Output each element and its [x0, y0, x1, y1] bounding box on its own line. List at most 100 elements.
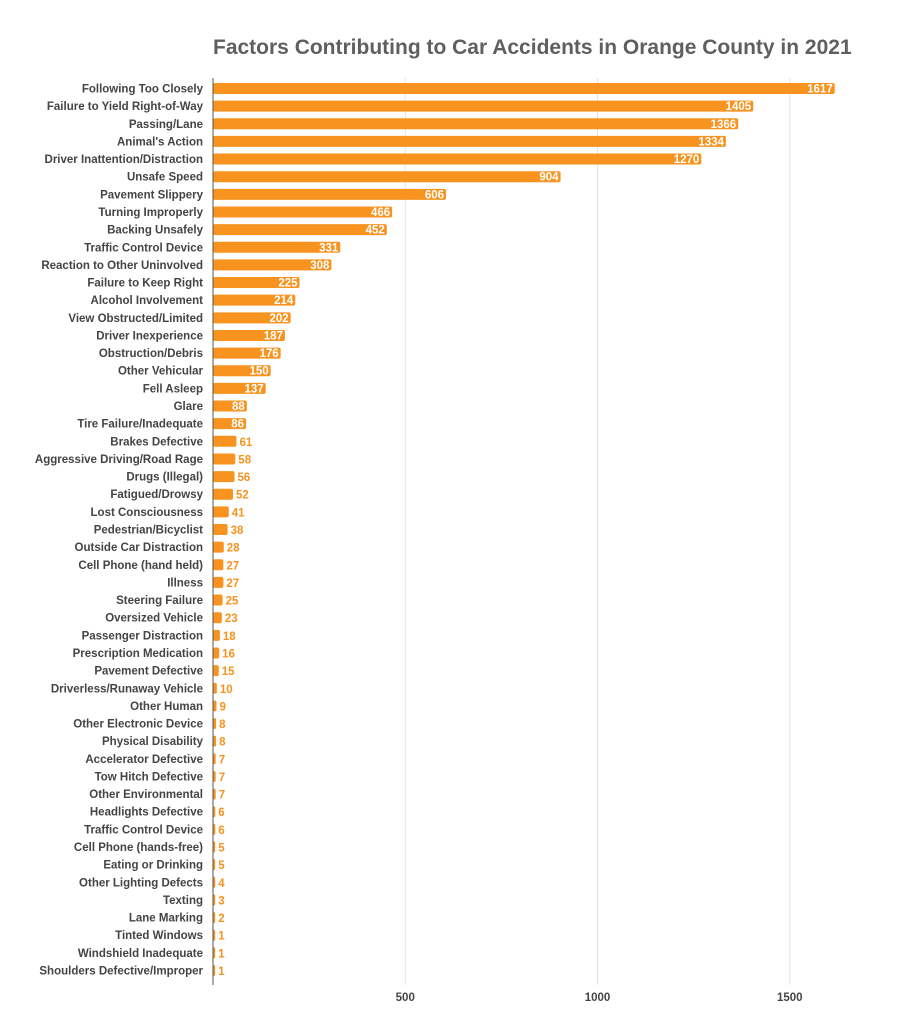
bar	[213, 700, 217, 712]
bar	[213, 929, 216, 941]
category-label: Traffic Control Device	[84, 824, 203, 836]
value-label: 308	[310, 260, 330, 272]
category-label: Other Environmental	[89, 789, 203, 801]
bar	[213, 594, 223, 606]
category-label: Texting	[163, 895, 203, 907]
value-label: 606	[425, 189, 444, 201]
value-label: 18	[223, 631, 236, 643]
category-label: Alcohol Involvement	[91, 295, 204, 307]
value-label: 38	[231, 525, 244, 537]
category-label: Fell Asleep	[143, 383, 203, 395]
bar	[213, 488, 233, 500]
category-label: Headlights Defective	[90, 807, 203, 819]
value-label: 8	[219, 719, 226, 731]
value-label: 137	[244, 383, 263, 395]
category-label: Lane Marking	[129, 913, 203, 925]
category-label: Driverless/Runaway Vehicle	[51, 683, 203, 695]
bar	[213, 471, 235, 483]
value-label: 5	[218, 843, 225, 855]
bar	[213, 823, 216, 835]
category-label: Brakes Defective	[110, 436, 203, 448]
value-label: 904	[539, 172, 559, 184]
bar	[213, 188, 447, 200]
category-label: Physical Disability	[102, 736, 204, 748]
value-label: 16	[222, 648, 235, 660]
category-label: Illness	[167, 577, 203, 589]
value-label: 7	[219, 754, 225, 766]
bar	[213, 382, 266, 394]
category-label: Steering Failure	[116, 595, 203, 607]
category-label: Pedestrian/Bicyclist	[94, 525, 203, 537]
value-label: 1405	[726, 101, 752, 113]
bar	[213, 841, 216, 853]
bar	[213, 347, 281, 359]
category-label: Prescription Medication	[73, 648, 203, 660]
value-label: 466	[371, 207, 390, 219]
bar	[213, 294, 296, 306]
category-label: Tow Hitch Defective	[95, 771, 203, 783]
bar	[213, 947, 216, 959]
value-label: 1334	[698, 136, 724, 148]
value-label: 176	[259, 348, 278, 360]
bar	[213, 83, 835, 94]
value-label: 225	[278, 278, 298, 290]
bar	[213, 629, 220, 641]
category-label: Backing Unsafely	[107, 225, 203, 237]
value-label: 25	[226, 596, 239, 608]
value-label: 1	[218, 948, 225, 960]
bar	[213, 559, 224, 571]
bar	[213, 612, 222, 624]
x-tick-label: 1500	[777, 992, 803, 1004]
value-label: 202	[269, 313, 288, 325]
category-label: Cell Phone (hands-free)	[74, 842, 203, 854]
value-label: 56	[238, 472, 251, 484]
value-label: 9	[219, 701, 225, 713]
bar	[213, 329, 285, 341]
category-label: Fatigued/Drowsy	[110, 489, 203, 501]
value-label: 58	[238, 454, 251, 466]
category-label: Reaction to Other Uninvolved	[41, 260, 203, 272]
bar	[213, 277, 300, 289]
value-label: 27	[226, 578, 239, 590]
bar	[213, 506, 229, 518]
bar	[213, 400, 247, 412]
value-label: 1	[218, 931, 225, 943]
bar	[213, 682, 217, 694]
category-label: Cell Phone (hand held)	[78, 560, 203, 572]
category-label: Passenger Distraction	[82, 630, 203, 642]
category-label: Eating or Drinking	[103, 860, 203, 872]
bar	[213, 806, 216, 818]
category-label: Lost Consciousness	[91, 507, 203, 519]
value-label: 1617	[807, 84, 833, 96]
value-label: 214	[274, 295, 294, 307]
bar	[213, 770, 216, 782]
category-label: Pavement Defective	[94, 666, 203, 678]
bar	[213, 665, 219, 677]
category-label: Turning Improperly	[98, 207, 203, 219]
value-label: 7	[219, 772, 225, 784]
value-label: 187	[264, 330, 283, 342]
bar	[213, 876, 216, 888]
bar	[213, 153, 702, 165]
value-label: 1366	[711, 119, 737, 131]
bar	[213, 647, 220, 659]
bar	[213, 224, 387, 236]
bar	[213, 241, 341, 253]
category-label: Following Too Closely	[82, 84, 204, 96]
value-label: 2	[218, 913, 224, 925]
value-label: 452	[366, 225, 385, 237]
bar	[213, 541, 224, 553]
category-label: Tinted Windows	[115, 930, 203, 942]
value-label: 88	[232, 401, 245, 413]
value-label: 1270	[674, 154, 700, 166]
category-label: Animal's Action	[117, 136, 203, 148]
category-label: Other Electronic Device	[73, 719, 203, 731]
value-label: 23	[225, 613, 238, 625]
bar	[213, 435, 237, 447]
category-label: Other Human	[130, 701, 203, 713]
value-label: 3	[218, 895, 224, 907]
x-tick-label: 1000	[585, 992, 611, 1004]
category-label: Glare	[174, 401, 203, 413]
chart-title: Factors Contributing to Car Accidents in…	[213, 36, 852, 59]
